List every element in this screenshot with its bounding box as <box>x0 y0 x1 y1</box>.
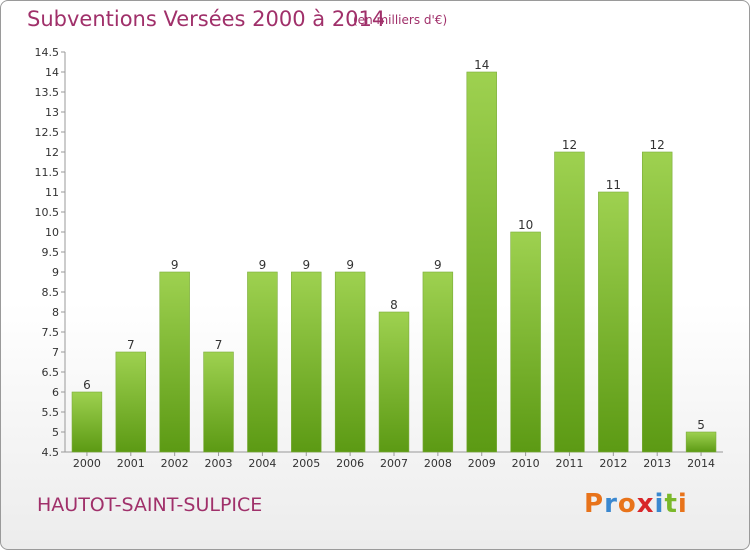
y-tick-label: 8.5 <box>42 286 60 299</box>
x-tick-label: 2002 <box>161 457 189 470</box>
bar-value-label: 11 <box>606 178 621 192</box>
x-tick-label: 2004 <box>248 457 276 470</box>
bar-value-label: 9 <box>434 258 442 272</box>
bar <box>159 271 190 453</box>
bar-value-label: 8 <box>390 298 398 312</box>
y-tick-label: 9 <box>52 266 59 279</box>
logo-letter: x <box>636 489 655 519</box>
y-tick-label: 4.5 <box>42 446 60 459</box>
bar <box>115 351 147 453</box>
x-tick-label: 2012 <box>599 457 627 470</box>
x-tick-label: 2010 <box>512 457 540 470</box>
y-tick-label: 5.5 <box>42 406 60 419</box>
chart-title: Subventions Versées 2000 à 2014 <box>27 7 386 31</box>
logo-letter: P <box>584 489 605 519</box>
x-tick-label: 2005 <box>292 457 320 470</box>
y-tick-label: 12 <box>45 146 59 159</box>
chart-axes: 4.5 5 5.5 6 6.5 7 7.5 8 8.5 9 9.5 10 10.5 11 11.5 12 12.… <box>35 46 723 470</box>
x-tick-label: 2006 <box>336 457 364 470</box>
bar <box>510 231 541 453</box>
bar <box>203 351 234 453</box>
y-tick-label: 13 <box>45 106 59 119</box>
logo-letter: t <box>664 489 678 519</box>
bar-value-label: 5 <box>697 418 705 432</box>
logo-letter: o <box>617 489 637 519</box>
bar-value-label: 7 <box>215 338 223 352</box>
y-tick-label: 7.5 <box>42 326 60 339</box>
y-tick-label: 14 <box>45 66 59 79</box>
chart-labels: 6 7 9 7 9 9 9 8 9 14 10 12 11 12 5 <box>83 58 705 432</box>
y-tick-label: 8 <box>52 306 59 319</box>
x-tick-label: 2000 <box>73 457 101 470</box>
x-tick-label: 2014 <box>687 457 715 470</box>
logo-letter: i <box>677 489 688 519</box>
bar-value-label: 9 <box>171 258 179 272</box>
logo-letter: r <box>604 489 618 519</box>
y-tick-label: 12.5 <box>35 126 60 139</box>
y-tick-label: 14.5 <box>35 46 60 59</box>
y-tick-label: 7 <box>52 346 59 359</box>
bar-value-label: 7 <box>127 338 135 352</box>
bar-value-label: 9 <box>259 258 267 272</box>
y-tick-label: 13.5 <box>35 86 60 99</box>
bar <box>641 151 673 453</box>
bar-value-label: 9 <box>302 258 310 272</box>
bar <box>598 191 629 453</box>
bar <box>247 271 278 453</box>
y-tick-label: 6 <box>52 386 59 399</box>
x-tick-label: 2001 <box>117 457 145 470</box>
y-tick-label: 9.5 <box>42 246 60 259</box>
bar <box>378 311 410 453</box>
bar-value-label: 12 <box>650 138 665 152</box>
bar <box>291 271 322 453</box>
bar <box>422 271 454 453</box>
y-tick-label: 10 <box>45 226 59 239</box>
y-tick-label: 6.5 <box>42 366 60 379</box>
logo-letter: i <box>654 489 665 519</box>
bar-value-label: 9 <box>346 258 354 272</box>
bar-value-label: 10 <box>518 218 533 232</box>
x-tick-label: 2003 <box>205 457 233 470</box>
x-tick-label: 2013 <box>643 457 671 470</box>
bar-value-label: 6 <box>83 378 91 392</box>
bar <box>334 271 366 453</box>
bar-value-label: 14 <box>474 58 489 72</box>
proxiti-logo: Proxiti <box>584 489 688 519</box>
x-tick-label: 2008 <box>424 457 452 470</box>
commune-name: HAUTOT-SAINT-SULPICE <box>37 494 263 516</box>
x-tick-label: 2009 <box>468 457 496 470</box>
bar <box>466 71 497 453</box>
y-tick-label: 10.5 <box>35 206 60 219</box>
chart-subtitle: (en milliers d'€) <box>353 13 448 27</box>
bar <box>685 431 717 453</box>
bar <box>71 391 103 453</box>
bar-value-label: 12 <box>562 138 577 152</box>
y-tick-label: 5 <box>52 426 59 439</box>
y-tick-label: 11 <box>45 186 59 199</box>
x-tick-label: 2011 <box>555 457 583 470</box>
y-tick-label: 11.5 <box>35 166 60 179</box>
x-tick-label: 2007 <box>380 457 408 470</box>
bar <box>554 151 585 453</box>
chart-bars <box>71 71 717 453</box>
